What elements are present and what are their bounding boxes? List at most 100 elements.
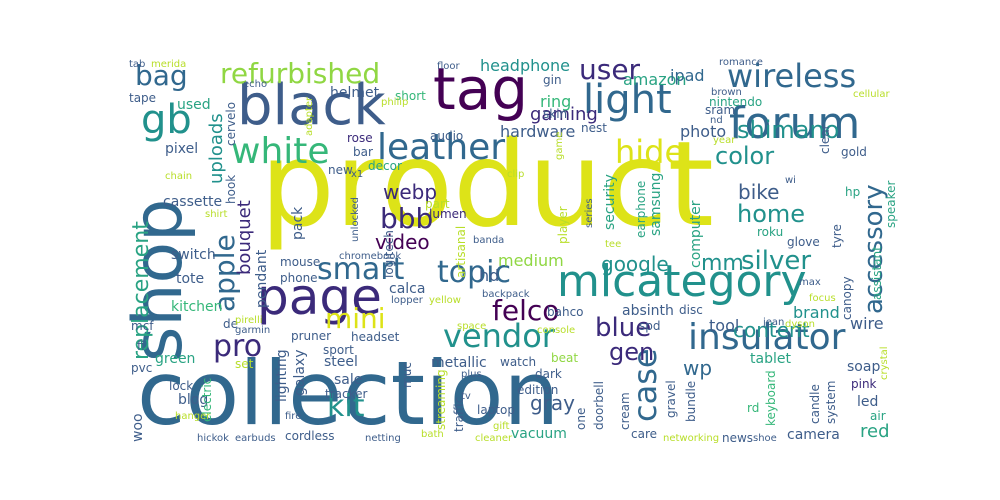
word-gb: gb xyxy=(141,97,192,143)
word-bouquet: bouquet xyxy=(234,200,255,275)
word-doorbell: doorbell xyxy=(592,381,606,430)
word-max: max xyxy=(799,277,821,288)
word-rd: rd xyxy=(747,401,760,415)
word-metallic: metallic xyxy=(431,355,487,371)
word-crystal: crystal xyxy=(879,346,890,380)
word-glove: glove xyxy=(787,235,820,249)
word-wi: wi xyxy=(785,175,796,186)
word-refurbished: refurbished xyxy=(220,57,381,90)
word-ring: ring xyxy=(540,92,572,111)
word-news: news xyxy=(722,431,754,445)
word-hardware: hardware xyxy=(500,122,576,141)
word-mlcategory: mlcategory xyxy=(557,256,807,307)
word-clear: clear xyxy=(818,124,832,154)
word-nd: nd xyxy=(710,115,723,126)
word-forum: forum xyxy=(729,98,861,149)
word-vacuum: vacuum xyxy=(511,426,567,442)
word-nintendo: nintendo xyxy=(709,95,763,109)
word-watch: watch xyxy=(500,355,537,369)
word-backpack: backpack xyxy=(482,289,530,300)
word-calca: calca xyxy=(389,281,426,297)
word-google: google xyxy=(601,252,669,276)
word-light: light xyxy=(583,77,672,123)
word-woo: woo xyxy=(130,413,146,442)
word-tag: tag xyxy=(433,55,529,123)
word-silver: silver xyxy=(741,246,812,276)
word-floor: floor xyxy=(437,61,460,72)
word-kit: kit xyxy=(327,389,365,424)
word-user: user xyxy=(579,53,641,86)
word-networking: networking xyxy=(663,433,720,444)
word-absinth: absinth xyxy=(622,303,674,319)
word-medium: medium xyxy=(498,251,564,270)
word-kitchen: kitchen xyxy=(171,299,223,315)
word-gin: gin xyxy=(543,73,562,87)
word-tv: tv xyxy=(461,391,471,402)
word-mouse: mouse xyxy=(280,255,321,269)
word-pink: pink xyxy=(851,377,877,391)
word-helmet: helmet xyxy=(330,85,380,101)
word-headset: headset xyxy=(351,330,400,344)
word-lumen: lumen xyxy=(429,207,467,221)
word-cream: cream xyxy=(618,392,632,430)
word-collection: collection xyxy=(137,342,560,445)
word-cassette: cassette xyxy=(163,194,223,210)
word-vendor: vendor xyxy=(443,317,555,355)
word-earbuds: earbuds xyxy=(235,433,276,444)
word-console: console xyxy=(537,325,576,336)
word-beat: beat xyxy=(551,351,579,365)
word-banda: banda xyxy=(473,235,505,246)
word-sram: sram xyxy=(705,103,736,117)
word-romance: romance xyxy=(719,57,763,68)
word-bundle: bundle xyxy=(684,380,698,422)
word-gaming: gaming xyxy=(530,104,598,125)
word-lighting: lighting xyxy=(274,349,290,402)
word-gen: gen xyxy=(609,338,655,366)
word-black: black xyxy=(237,73,386,138)
word-sale: sale xyxy=(334,372,363,388)
word-gray: gray xyxy=(530,391,576,415)
word-part: part xyxy=(425,197,450,211)
word-gravel: gravel xyxy=(664,380,678,418)
word-assistant: assistant xyxy=(870,246,884,300)
word-tool: tool xyxy=(709,316,740,335)
word-mcf: mcf xyxy=(131,319,154,333)
word-edition: edition xyxy=(517,383,559,397)
word-webp: webp xyxy=(383,180,438,204)
word-traffic: traffic xyxy=(452,396,466,432)
word-amazon: amazon xyxy=(623,70,687,89)
word-philip: philip xyxy=(381,97,409,108)
word-cordless: cordless xyxy=(285,429,335,443)
word-insulator: insulator xyxy=(688,317,846,358)
word-tee: tee xyxy=(605,239,622,250)
word-wireless: wireless xyxy=(727,57,857,95)
word-cellular: cellular xyxy=(853,89,890,100)
word-pendant: pendant xyxy=(254,249,270,308)
word-dyson: dyson xyxy=(785,319,815,330)
word-new: new xyxy=(328,163,353,177)
word-chain: chain xyxy=(165,171,193,182)
word-set: set xyxy=(235,357,254,371)
word-ipad: ipad xyxy=(670,66,705,85)
word-pruner: pruner xyxy=(291,329,332,343)
word-mm: mm xyxy=(701,251,744,276)
word-spd: spd xyxy=(639,319,661,333)
word-hp: hp xyxy=(845,185,861,199)
word-roku: roku xyxy=(757,225,784,239)
word-chromebook: chromebook xyxy=(339,251,402,262)
word-hd: hd xyxy=(479,266,500,285)
word-red: red xyxy=(860,421,890,442)
word-wire: wire xyxy=(850,314,884,333)
word-tape: tape xyxy=(129,91,157,105)
word-laptop: laptop xyxy=(477,403,515,417)
word-player: player xyxy=(556,206,570,244)
word-shoe: shoe xyxy=(753,433,777,444)
word-keyboard: keyboard xyxy=(764,370,778,426)
word-tab: tab xyxy=(129,59,146,70)
word-blue: blue xyxy=(595,313,652,343)
word-decor: decor xyxy=(368,159,402,173)
word-nest: nest xyxy=(581,121,607,135)
word-bbb: bbb xyxy=(380,202,434,235)
word-leather: leather xyxy=(377,127,506,168)
word-speaker: speaker xyxy=(884,180,898,228)
